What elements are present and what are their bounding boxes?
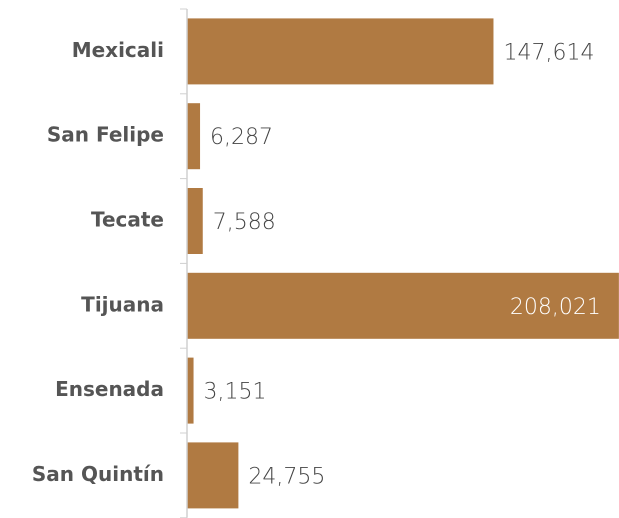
- bar: [187, 357, 194, 424]
- bar: [187, 18, 494, 85]
- category-label: Ensenada: [55, 377, 164, 401]
- bar: [187, 442, 239, 509]
- value-label: 24,755: [248, 464, 325, 489]
- category-label: Mexicali: [72, 38, 164, 62]
- bar: [187, 188, 203, 254]
- value-label: 208,021: [510, 295, 601, 320]
- value-label: 7,588: [213, 210, 276, 235]
- category-label: San Quintín: [32, 462, 164, 486]
- value-label: 147,614: [503, 40, 594, 65]
- value-label: 6,287: [210, 125, 273, 150]
- category-label: Tecate: [91, 208, 164, 232]
- value-label: 3,151: [204, 380, 267, 405]
- category-label: Tijuana: [81, 292, 164, 316]
- bar: [187, 272, 619, 339]
- bar: [187, 103, 201, 170]
- category-label: San Felipe: [47, 123, 164, 147]
